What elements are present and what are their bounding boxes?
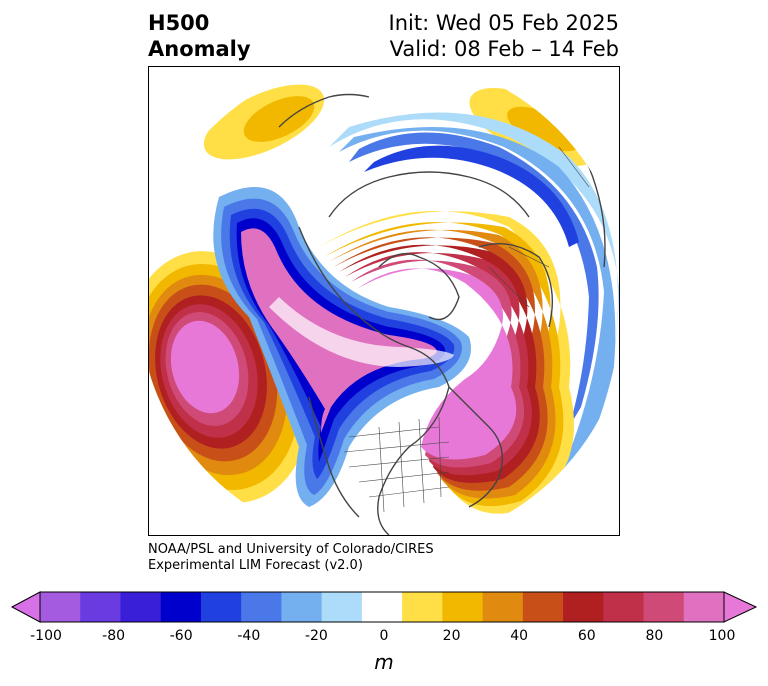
colorbar-tick-label: 100 [708, 628, 736, 644]
colorbar-tick-label: 20 [442, 628, 461, 644]
colorbar-tick-label: -40 [237, 628, 261, 644]
colorbar-segment [80, 592, 121, 622]
colorbar-segment [522, 592, 564, 622]
colorbar-tick-label: -60 [169, 628, 193, 644]
colorbar-segment [442, 592, 484, 622]
colorbar-high-extend [723, 591, 758, 623]
title-type: Anomaly [148, 37, 251, 61]
title-variable: H500 [148, 11, 210, 35]
init-date: Init: Wed 05 Feb 2025 [388, 11, 619, 35]
north-america-positive-anomaly [319, 211, 574, 514]
arctic-negative-anomaly [329, 112, 619, 535]
state-borders [343, 126, 610, 513]
colorbar-segment [200, 592, 242, 622]
map-title: H500 Anomaly [148, 10, 251, 62]
colorbar-segment [683, 592, 725, 622]
map-svg [149, 84, 619, 535]
colorbar-segment [402, 592, 443, 622]
colorbar-segment [361, 592, 403, 622]
credit-line-1: NOAA/PSL and University of Colorado/CIRE… [148, 542, 434, 557]
colorbar-tick-label: -80 [102, 628, 126, 644]
colorbar-tick-label: 0 [379, 628, 389, 644]
credit-line-2: Experimental LIM Forecast (v2.0) [148, 558, 363, 573]
colorbar-segment [482, 592, 524, 622]
forecast-dates: Init: Wed 05 Feb 2025 Valid: 08 Feb – 14… [389, 10, 619, 62]
valid-range: Valid: 08 Feb – 14 Feb [389, 37, 619, 61]
colorbar-tick-label: -20 [304, 628, 328, 644]
colorbar-units: m [374, 650, 394, 674]
colorbar-segment [281, 592, 323, 622]
colorbar-tick-label: 60 [577, 628, 596, 644]
colorbar-segment [241, 592, 282, 622]
credit-text: NOAA/PSL and University of Colorado/CIRE… [148, 542, 434, 574]
colorbar-low-extend [10, 591, 41, 623]
colorbar-frame [39, 591, 725, 623]
north-pacific-positive [203, 84, 325, 160]
anomaly-map [148, 66, 620, 536]
colorbar-segment [603, 592, 645, 622]
colorbar-tick-label: -100 [30, 628, 62, 644]
colorbar [10, 591, 758, 623]
colorbar-segment [563, 592, 604, 622]
colorbar-tick-label: 80 [645, 628, 664, 644]
north-atlantic-positive [469, 88, 599, 166]
colorbar-segment [120, 592, 162, 622]
colorbar-segment [160, 592, 202, 622]
colorbar-tick-label: 40 [510, 628, 529, 644]
colorbar-segment [321, 592, 363, 622]
colorbar-segment [40, 592, 81, 622]
colorbar-segment [643, 592, 685, 622]
